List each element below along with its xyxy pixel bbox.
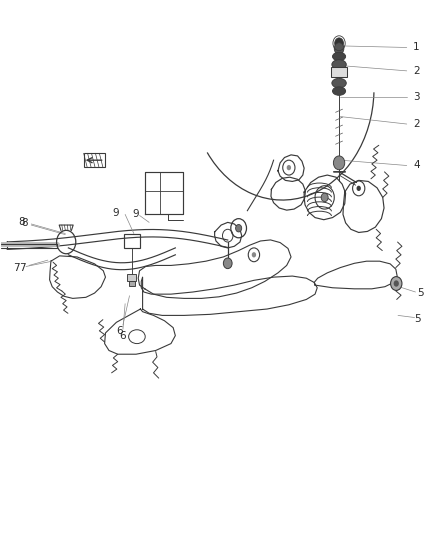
Ellipse shape	[332, 78, 346, 88]
Text: 1: 1	[413, 43, 420, 52]
Ellipse shape	[332, 87, 346, 95]
Bar	[331, 67, 347, 77]
Text: 8: 8	[21, 218, 28, 228]
Ellipse shape	[332, 60, 346, 69]
Circle shape	[394, 280, 399, 287]
Text: 6: 6	[119, 332, 125, 341]
Circle shape	[335, 38, 343, 49]
Text: 4: 4	[413, 160, 420, 171]
Text: 6: 6	[116, 326, 123, 336]
Bar	[127, 274, 136, 281]
Text: 7: 7	[13, 263, 20, 272]
Circle shape	[357, 185, 361, 191]
Ellipse shape	[332, 52, 346, 61]
Circle shape	[287, 165, 291, 170]
Circle shape	[223, 258, 232, 269]
Text: 8: 8	[18, 217, 25, 228]
Circle shape	[391, 277, 402, 290]
Text: 5: 5	[417, 288, 424, 298]
Text: 3: 3	[413, 92, 420, 102]
Text: 5: 5	[414, 313, 421, 324]
Text: 2: 2	[413, 66, 420, 76]
Circle shape	[252, 252, 256, 257]
Circle shape	[334, 43, 344, 54]
Circle shape	[321, 193, 328, 201]
Circle shape	[333, 156, 345, 169]
Text: 7: 7	[19, 263, 26, 272]
Bar	[84, 154, 105, 167]
Text: 9: 9	[112, 208, 119, 218]
Text: 2: 2	[413, 119, 420, 129]
Circle shape	[236, 224, 242, 232]
Text: 9: 9	[133, 209, 139, 220]
Bar	[124, 233, 140, 248]
Bar	[129, 281, 135, 286]
